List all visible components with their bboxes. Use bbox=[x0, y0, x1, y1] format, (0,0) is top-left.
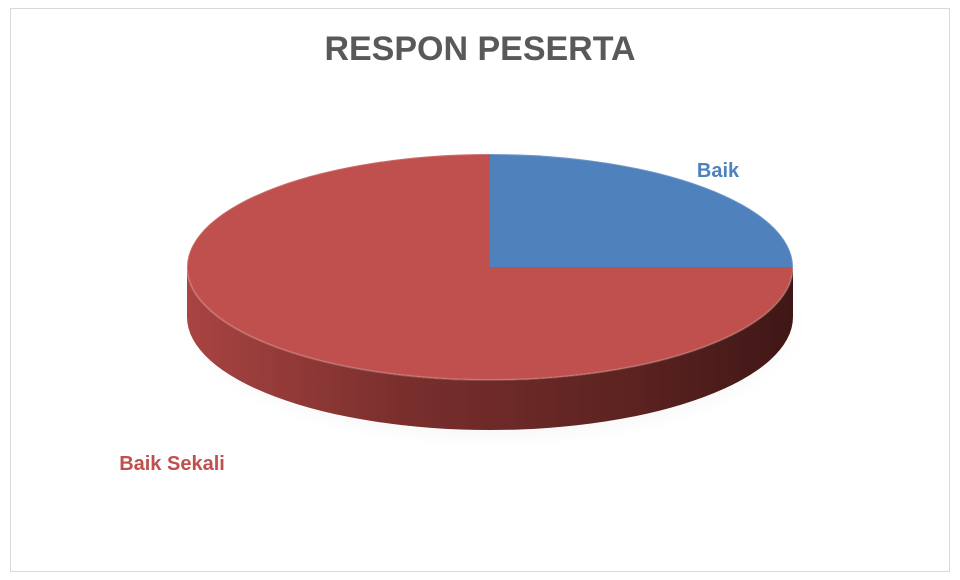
pie-slice-baik-sekali bbox=[187, 154, 793, 380]
slice-label-baik: Baik bbox=[697, 160, 740, 182]
pie-rim bbox=[186, 153, 794, 381]
pie-slice-baik bbox=[490, 154, 793, 267]
chart-title: RESPON PESERTA bbox=[324, 30, 636, 68]
pie-side-baik-sekali bbox=[187, 267, 793, 430]
slice-label-baik-sekali: Baik Sekali bbox=[119, 453, 225, 475]
